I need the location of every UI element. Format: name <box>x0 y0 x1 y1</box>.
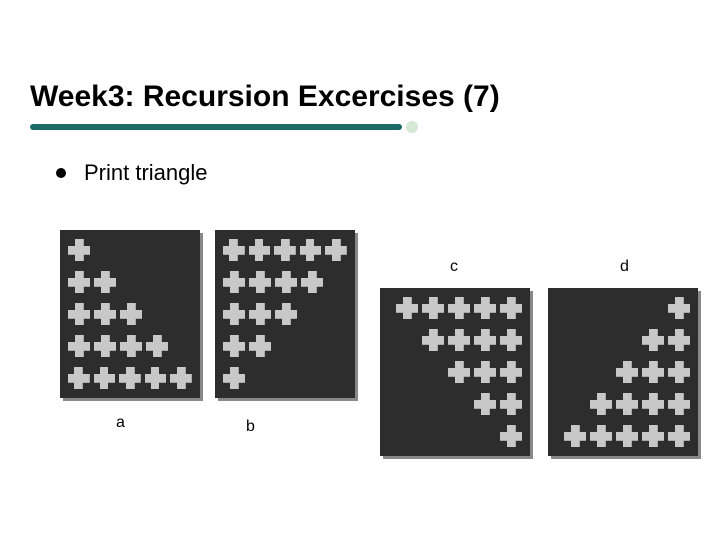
triangle-box-a <box>60 230 200 398</box>
triangle-row <box>554 292 692 324</box>
star-icon <box>249 303 271 325</box>
star-icon <box>500 361 522 383</box>
star-icon <box>668 329 690 351</box>
star-icon <box>300 239 322 261</box>
triangle-label-b: b <box>246 418 255 436</box>
star-icon <box>94 367 116 389</box>
star-icon <box>120 303 142 325</box>
star-icon <box>642 361 664 383</box>
star-icon <box>422 329 444 351</box>
star-icon <box>448 297 470 319</box>
triangle-row <box>554 324 692 356</box>
triangle-row <box>221 266 349 298</box>
triangle-row <box>221 298 349 330</box>
star-icon <box>275 303 297 325</box>
triangle-box-b <box>215 230 355 398</box>
star-icon <box>616 361 638 383</box>
star-icon <box>68 239 90 261</box>
triangle-row <box>66 234 194 266</box>
star-icon <box>249 239 271 261</box>
star-icon <box>223 367 245 389</box>
triangle-row <box>221 330 349 362</box>
triangle-row <box>66 298 194 330</box>
triangle-row <box>66 330 194 362</box>
title-underline <box>30 124 402 130</box>
triangle-row <box>554 420 692 452</box>
star-icon <box>448 361 470 383</box>
star-icon <box>668 393 690 415</box>
triangle-row <box>386 292 524 324</box>
star-icon <box>500 297 522 319</box>
star-icon <box>223 271 245 293</box>
star-icon <box>668 361 690 383</box>
star-icon <box>274 239 296 261</box>
star-icon <box>249 335 271 357</box>
star-icon <box>146 335 168 357</box>
star-icon <box>120 335 142 357</box>
triangle-row <box>386 388 524 420</box>
star-icon <box>616 425 638 447</box>
triangle-box-d <box>548 288 698 456</box>
star-icon <box>223 303 245 325</box>
slide-title: Week3: Recursion Excercises (7) <box>30 80 500 114</box>
star-icon <box>474 361 496 383</box>
triangle-label-c: c <box>450 258 458 276</box>
star-icon <box>94 303 116 325</box>
star-icon <box>301 271 323 293</box>
star-icon <box>170 367 192 389</box>
star-icon <box>249 271 271 293</box>
star-icon <box>474 393 496 415</box>
triangle-row <box>554 356 692 388</box>
triangle-row <box>221 362 349 394</box>
star-icon <box>94 335 116 357</box>
star-icon <box>642 393 664 415</box>
star-icon <box>590 425 612 447</box>
star-icon <box>474 297 496 319</box>
triangle-box-c <box>380 288 530 456</box>
star-icon <box>668 297 690 319</box>
triangle-row <box>66 362 194 394</box>
star-icon <box>642 425 664 447</box>
triangle-row <box>554 388 692 420</box>
star-icon <box>325 239 347 261</box>
star-icon <box>500 425 522 447</box>
star-icon <box>422 297 444 319</box>
star-icon <box>68 303 90 325</box>
bullet-disc-icon <box>56 168 66 178</box>
star-icon <box>642 329 664 351</box>
star-icon <box>94 271 116 293</box>
star-icon <box>68 367 90 389</box>
triangle-row <box>66 266 194 298</box>
star-icon <box>668 425 690 447</box>
star-icon <box>474 329 496 351</box>
triangle-label-a: a <box>116 414 125 432</box>
star-icon <box>590 393 612 415</box>
star-icon <box>275 271 297 293</box>
triangle-row <box>221 234 349 266</box>
star-icon <box>564 425 586 447</box>
star-icon <box>616 393 638 415</box>
star-icon <box>223 239 245 261</box>
star-icon <box>396 297 418 319</box>
title-underline-dot <box>406 121 418 133</box>
triangle-label-d: d <box>620 258 629 276</box>
star-icon <box>119 367 141 389</box>
star-icon <box>223 335 245 357</box>
triangle-row <box>386 420 524 452</box>
star-icon <box>448 329 470 351</box>
star-icon <box>68 271 90 293</box>
star-icon <box>500 393 522 415</box>
bullet-row: Print triangle <box>56 160 208 186</box>
star-icon <box>500 329 522 351</box>
triangle-row <box>386 324 524 356</box>
triangle-row <box>386 356 524 388</box>
star-icon <box>68 335 90 357</box>
bullet-text: Print triangle <box>84 160 208 186</box>
star-icon <box>145 367 167 389</box>
